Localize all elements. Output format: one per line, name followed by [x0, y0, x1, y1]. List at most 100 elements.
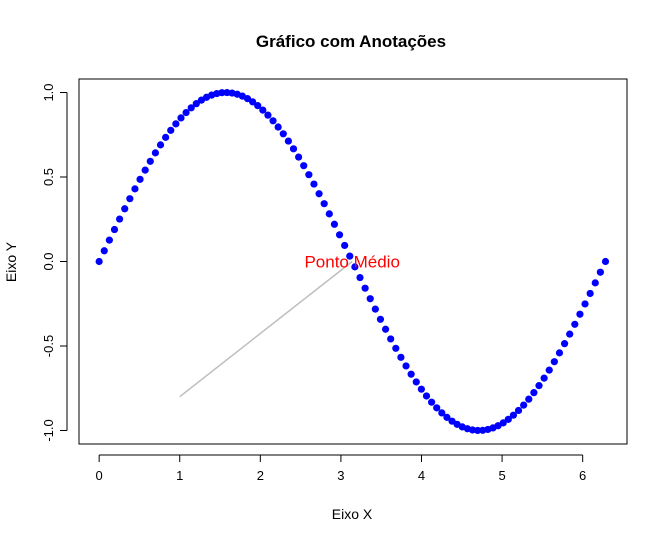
data-point — [474, 426, 482, 435]
data-point — [504, 415, 512, 423]
data-point — [530, 389, 538, 397]
data-point — [566, 330, 574, 338]
data-point — [146, 157, 154, 165]
data-point — [387, 335, 395, 343]
data-point — [315, 190, 323, 198]
data-point — [269, 117, 277, 125]
data-point — [381, 325, 390, 333]
data-point — [555, 349, 564, 357]
data-point — [392, 344, 400, 352]
data-point — [100, 247, 108, 255]
data-point — [95, 257, 103, 266]
data-point — [131, 185, 139, 193]
data-point — [289, 145, 298, 153]
data-point — [248, 98, 257, 106]
data-point — [254, 102, 262, 110]
data-point — [428, 398, 436, 406]
data-point — [560, 340, 569, 348]
annotation-label: Ponto Médio — [304, 253, 399, 272]
y-tick-label: 0.5 — [41, 168, 56, 186]
data-point — [417, 385, 425, 393]
data-point — [264, 111, 272, 119]
y-axis: -1.0 -0.5 0.0 0.5 1.0 — [41, 83, 68, 442]
chart-title: Gráfico com Anotações — [256, 32, 446, 51]
data-point — [550, 358, 558, 366]
data-point — [156, 141, 165, 149]
data-point — [346, 252, 354, 260]
data-point — [514, 406, 523, 415]
data-point — [591, 279, 599, 287]
data-point — [279, 130, 287, 138]
data-point — [581, 300, 589, 308]
y-tick-label: 0.0 — [41, 252, 56, 270]
data-point — [545, 366, 553, 374]
data-point — [335, 231, 344, 239]
data-point — [320, 200, 328, 208]
y-axis-label: Eixo Y — [3, 241, 19, 282]
data-point — [422, 392, 431, 400]
data-point — [402, 362, 410, 370]
data-point — [167, 126, 175, 134]
x-tick-label: 3 — [337, 468, 344, 483]
data-points — [95, 88, 610, 435]
data-point — [525, 395, 533, 403]
data-point — [305, 171, 313, 179]
data-point — [601, 257, 610, 266]
data-point — [443, 413, 451, 421]
data-point — [356, 273, 364, 282]
data-point — [162, 133, 170, 141]
data-point — [300, 162, 308, 170]
data-point — [136, 175, 144, 183]
data-point — [110, 225, 119, 234]
data-point — [121, 205, 129, 213]
data-point — [412, 378, 420, 386]
data-point — [499, 419, 507, 427]
data-point — [177, 114, 185, 122]
data-point — [310, 180, 318, 188]
data-point — [540, 374, 548, 382]
y-tick-label: -0.5 — [41, 335, 56, 357]
data-point — [172, 120, 180, 128]
data-point — [351, 263, 359, 271]
data-point — [330, 220, 339, 228]
data-point — [218, 89, 226, 97]
data-point — [151, 149, 160, 157]
x-tick-label: 4 — [418, 468, 425, 483]
data-point — [407, 370, 415, 378]
data-point — [341, 241, 349, 250]
data-point — [433, 404, 441, 412]
x-tick-label: 1 — [176, 468, 183, 483]
data-point — [187, 104, 195, 112]
data-point — [284, 137, 292, 145]
data-point — [376, 315, 385, 323]
data-point — [126, 195, 134, 203]
data-point — [366, 295, 374, 303]
data-point — [586, 289, 594, 298]
data-point — [520, 401, 528, 409]
x-axis: 0 1 2 3 4 5 6 — [96, 454, 586, 483]
data-point — [571, 320, 579, 328]
y-tick-label: 1.0 — [41, 83, 56, 101]
data-point — [438, 409, 446, 417]
annotation-segment — [179, 260, 353, 398]
x-axis-label: Eixo X — [332, 506, 373, 522]
x-tick-label: 5 — [498, 468, 505, 483]
data-point — [295, 153, 303, 161]
data-point — [509, 411, 518, 419]
plot-frame — [78, 78, 628, 445]
data-point — [116, 215, 124, 223]
y-tick-label: -1.0 — [41, 419, 56, 441]
data-point — [259, 106, 267, 114]
x-tick-label: 0 — [96, 468, 103, 483]
data-point — [576, 310, 584, 318]
data-point — [596, 268, 604, 276]
data-point — [325, 210, 333, 218]
x-tick-label: 2 — [257, 468, 264, 483]
data-point — [182, 108, 190, 117]
data-point — [397, 353, 405, 361]
data-point — [274, 123, 282, 131]
data-point — [192, 100, 200, 108]
data-point — [141, 166, 149, 174]
data-point — [105, 236, 113, 244]
